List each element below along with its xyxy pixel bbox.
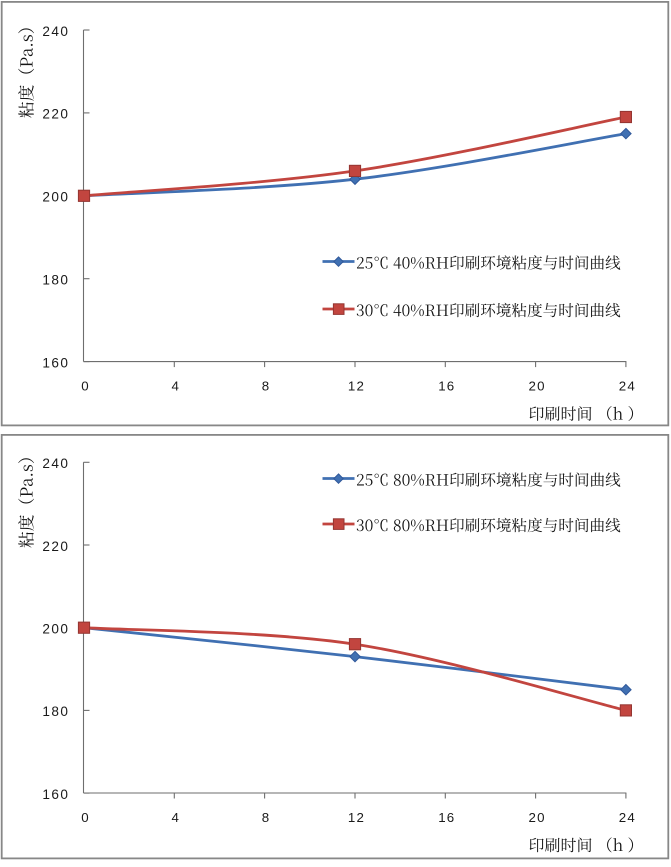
svg-text:4: 4 — [171, 379, 180, 394]
svg-text:16: 16 — [438, 810, 455, 825]
svg-text:160: 160 — [42, 355, 69, 370]
svg-text:0: 0 — [81, 379, 90, 394]
svg-text:0: 0 — [81, 810, 90, 825]
svg-text:4: 4 — [171, 810, 180, 825]
svg-text:180: 180 — [42, 273, 69, 288]
svg-text:180: 180 — [42, 704, 69, 719]
svg-text:24: 24 — [619, 810, 636, 825]
svg-text:200: 200 — [42, 190, 69, 205]
svg-text:8: 8 — [262, 810, 271, 825]
svg-text:220: 220 — [42, 539, 69, 554]
svg-text:160: 160 — [42, 787, 69, 802]
svg-text:12: 12 — [348, 810, 365, 825]
svg-text:200: 200 — [42, 622, 69, 637]
svg-text:240: 240 — [42, 456, 69, 471]
svg-text:8: 8 — [262, 379, 271, 394]
svg-text:24: 24 — [619, 379, 636, 394]
svg-text:12: 12 — [348, 379, 365, 394]
svg-text:20: 20 — [528, 379, 545, 394]
svg-text:16: 16 — [438, 379, 455, 394]
svg-text:20: 20 — [528, 810, 545, 825]
svg-text:220: 220 — [42, 107, 69, 122]
svg-text:240: 240 — [42, 24, 69, 39]
